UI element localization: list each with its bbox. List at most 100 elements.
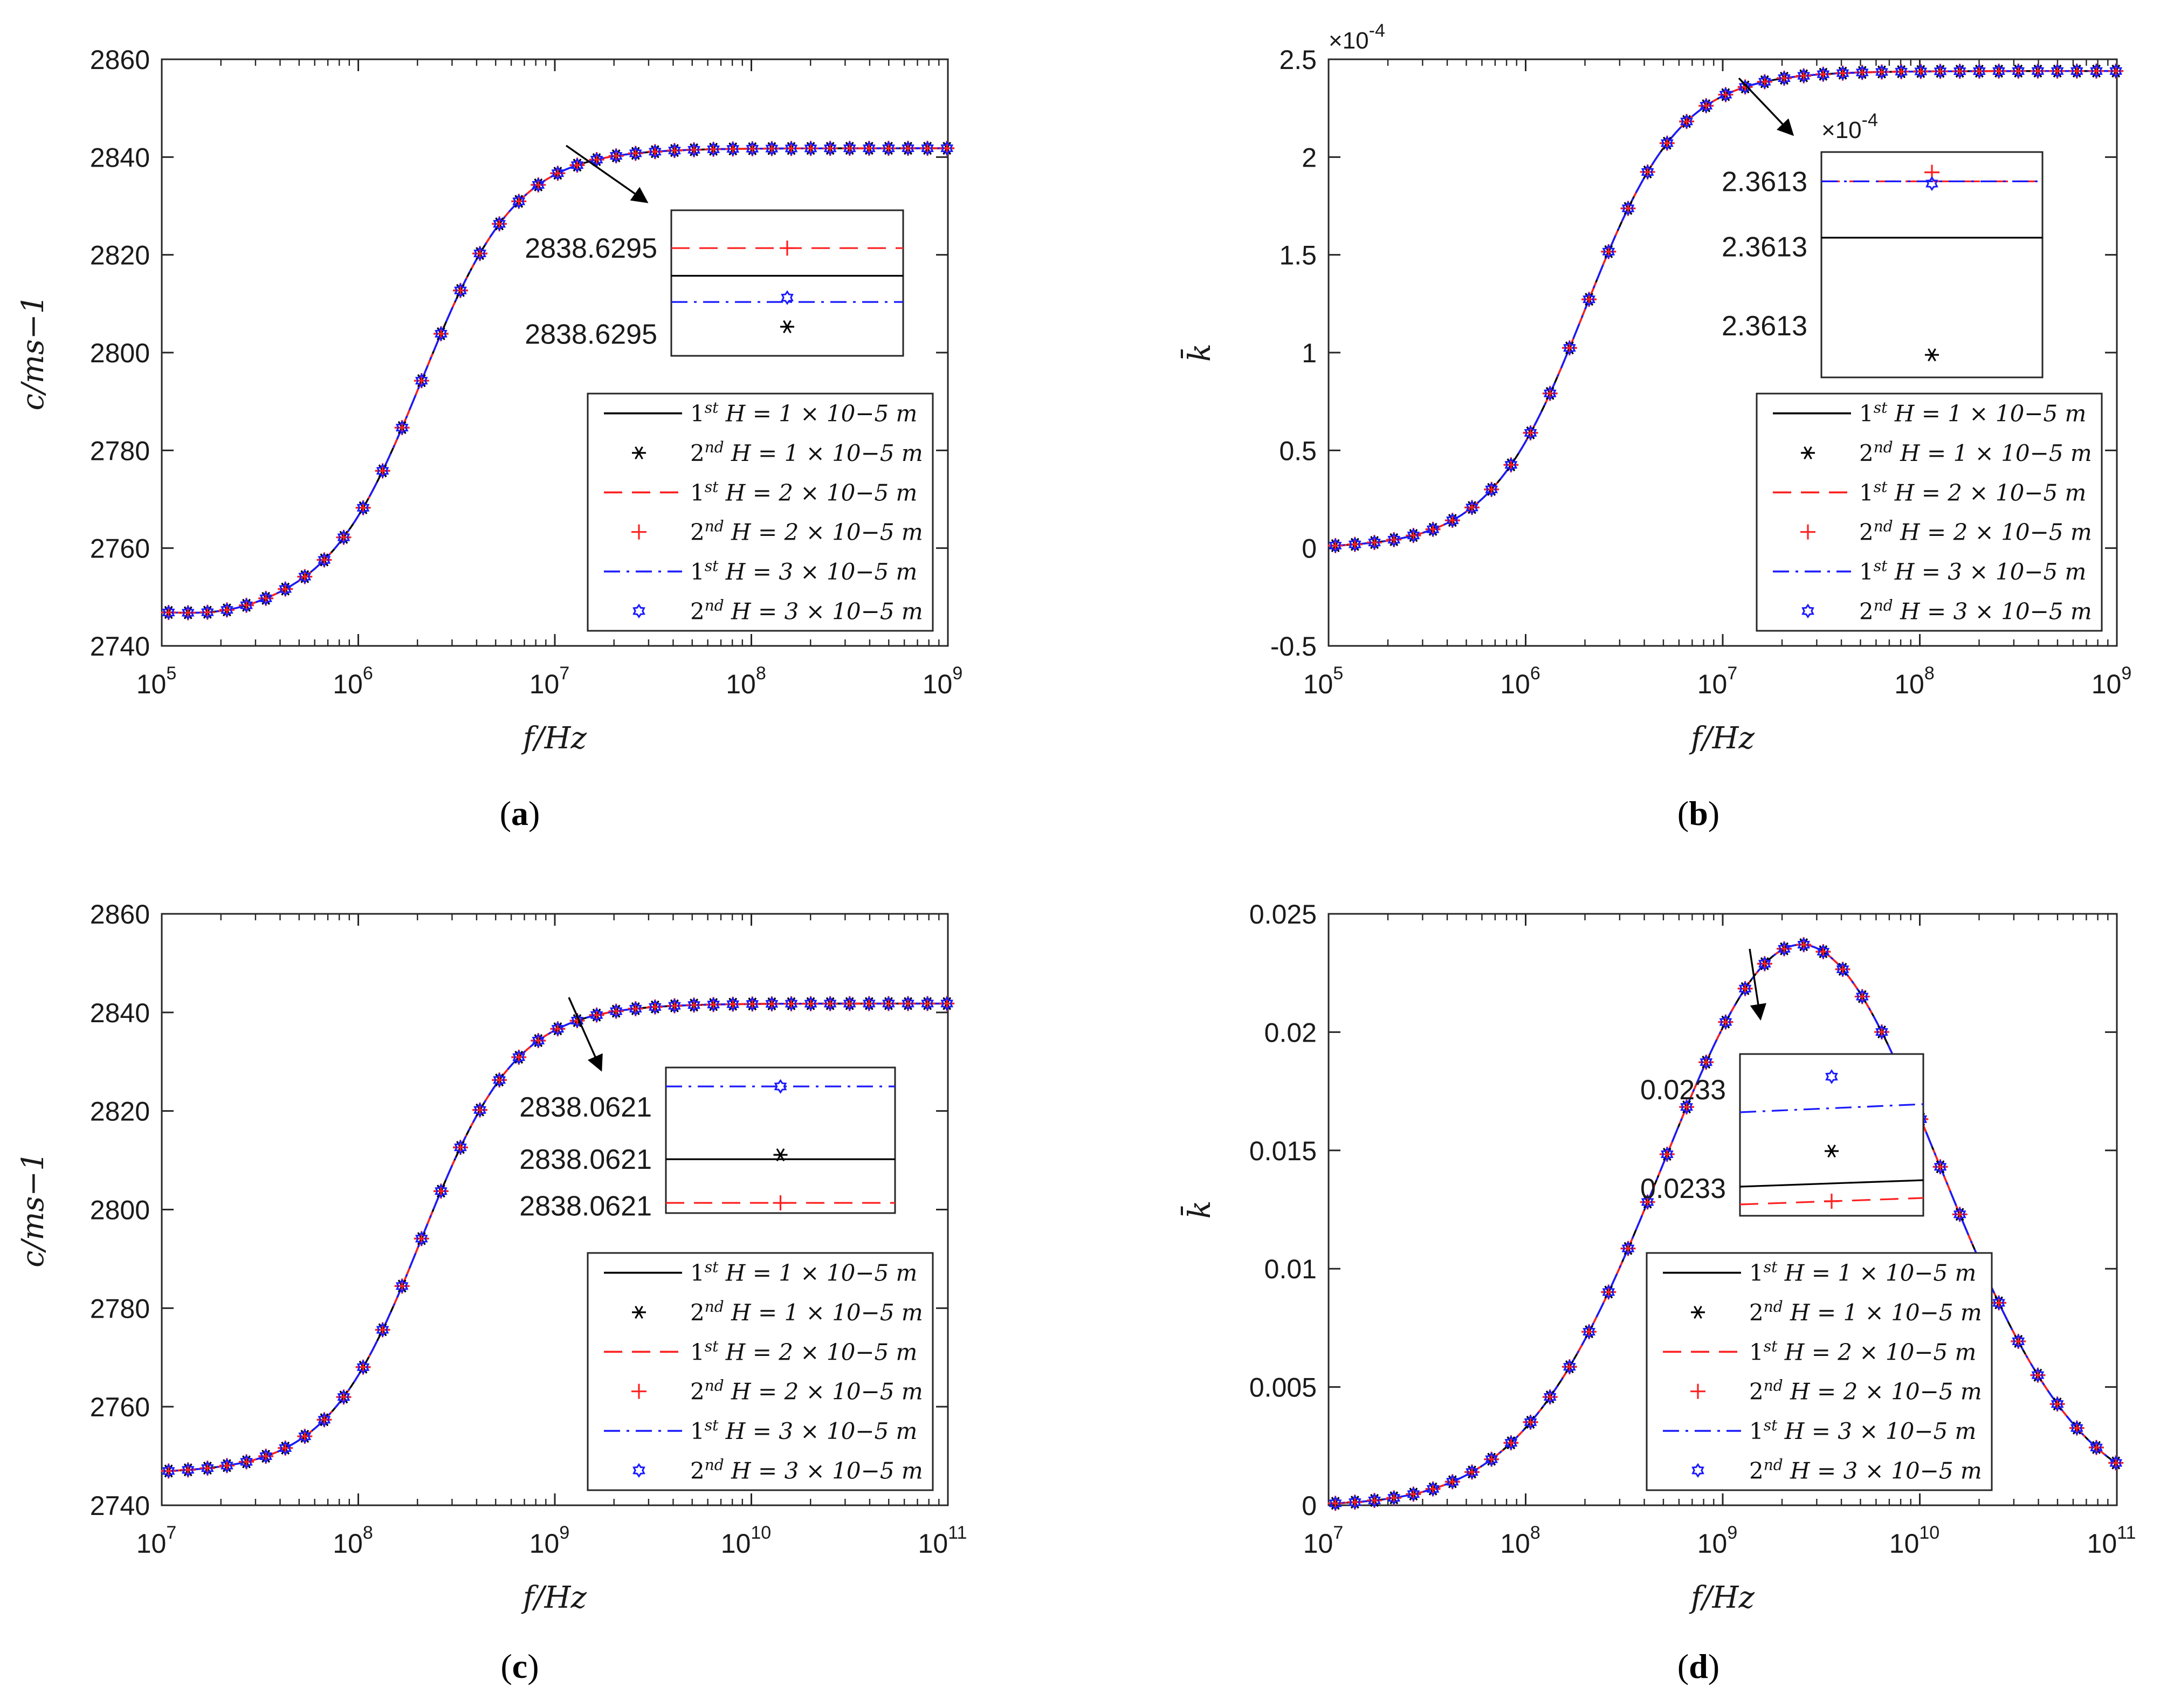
- y-tick-label: 2860: [90, 899, 150, 929]
- legend-ordinal-suffix: nd: [705, 1298, 724, 1316]
- legend-marker-6: [632, 1463, 645, 1478]
- x-tick-exponent: 11: [2117, 1523, 2136, 1543]
- data-point: [240, 1454, 253, 1470]
- legend-ordinal-suffix: nd: [1874, 438, 1893, 456]
- y-tick-label: 0.025: [1249, 899, 1317, 929]
- data-point: [473, 1103, 486, 1118]
- legend-label-1: 1st H = 1 × 10−5 m: [1859, 399, 2086, 427]
- x-tick-exponent: 7: [166, 1523, 176, 1543]
- data-point: [2090, 1440, 2103, 1455]
- data-point: [1524, 425, 1537, 440]
- data-point: [1602, 244, 1615, 259]
- legend-value: H = 2 × 10−5 m: [718, 479, 917, 506]
- legend-ordinal-suffix: st: [705, 1416, 719, 1434]
- data-point: [1680, 114, 1693, 129]
- panel-letter-open: (: [500, 794, 511, 832]
- x-tick-base: 10: [1697, 1528, 1728, 1559]
- y-axis-label: c/ms−1: [16, 295, 51, 411]
- data-point: [1407, 1486, 1420, 1502]
- y-multiplier: ×10-4: [1329, 20, 1385, 54]
- legend-label-5: 1st H = 3 × 10−5 m: [690, 1416, 917, 1444]
- x-tick-label: 106: [1500, 663, 1540, 699]
- data-point: [590, 152, 603, 167]
- series-markers-6: [162, 996, 954, 1479]
- legend-ordinal-suffix: nd: [1764, 1298, 1783, 1316]
- legend-label-5: 1st H = 3 × 10−5 m: [1749, 1416, 1976, 1444]
- legend-ordinal-suffix: st: [705, 478, 719, 495]
- inset-box: [1739, 1053, 1924, 1217]
- data-point: [1855, 65, 1869, 80]
- data-point: [1426, 1481, 1440, 1497]
- x-tick-exponent: 5: [1333, 663, 1343, 684]
- legend-ordinal-suffix: st: [705, 1258, 719, 1276]
- data-point: [590, 1007, 603, 1023]
- legend-label-1: 1st H = 1 × 10−5 m: [690, 399, 917, 427]
- x-tick-label: 1010: [1889, 1523, 1939, 1559]
- legend-value: H = 2 × 10−5 m: [1887, 479, 2086, 506]
- data-point: [804, 141, 817, 156]
- inset-marker-red: [1824, 1194, 1839, 1209]
- x-axis-label: f/Hz: [1689, 1580, 1755, 1615]
- data-point: [843, 141, 856, 156]
- data-point: [2051, 64, 2064, 79]
- data-point: [2012, 64, 2025, 79]
- data-point: [609, 1003, 623, 1019]
- panel-d: 107 108 109 1010 101100.0050.010.0150.020.02…: [1180, 899, 2136, 1685]
- data-point: [1836, 66, 1849, 81]
- data-point: [1972, 64, 1986, 79]
- legend-ordinal-suffix: st: [1874, 557, 1888, 575]
- x-tick-base: 10: [2092, 669, 2122, 699]
- inset-marker-red: [773, 1195, 788, 1211]
- x-tick-label: 1011: [2087, 1523, 2136, 1559]
- legend-marker-2: [635, 446, 643, 460]
- data-point: [882, 996, 895, 1011]
- data-point: [1524, 1415, 1537, 1430]
- y-axis-label: c/ms−1: [16, 1152, 51, 1268]
- data-point: [687, 997, 700, 1013]
- x-tick-base: 10: [1303, 669, 1333, 699]
- legend-ordinal: 1: [690, 559, 705, 585]
- legend-value: H = 1 × 10−5 m: [718, 1260, 917, 1286]
- data-point: [785, 141, 798, 156]
- inset-tick-label: 2838.0621: [519, 1191, 652, 1222]
- x-tick-exponent: 8: [363, 1523, 373, 1543]
- data-point: [902, 996, 914, 1011]
- legend-ordinal: 1: [1749, 1260, 1764, 1286]
- data-point: [337, 529, 350, 545]
- legend-ordinal-suffix: nd: [705, 438, 724, 456]
- legend-ordinal-suffix: nd: [1874, 596, 1893, 614]
- data-point: [279, 581, 292, 597]
- data-point: [1992, 1295, 2005, 1311]
- data-point: [1680, 1099, 1693, 1114]
- x-tick-exponent: 6: [1530, 663, 1540, 684]
- data-point: [843, 996, 856, 1011]
- y-tick-label: 0: [1302, 1491, 1317, 1521]
- legend-label-5: 1st H = 3 × 10−5 m: [1859, 557, 2086, 585]
- data-point: [318, 1412, 331, 1427]
- y-multiplier-base: ×10: [1329, 27, 1369, 54]
- legend-label-2: 2nd H = 1 × 10−5 m: [690, 1298, 923, 1326]
- x-tick-base: 10: [721, 1528, 751, 1559]
- x-tick-base: 10: [136, 669, 167, 699]
- legend-value: H = 3 × 10−5 m: [1783, 1457, 1982, 1484]
- data-point: [707, 997, 720, 1012]
- legend-ordinal: 2: [690, 1379, 705, 1405]
- legend-value: H = 3 × 10−5 m: [718, 1418, 917, 1444]
- inset: 2838.6295 2838.6295: [525, 209, 904, 357]
- data-point: [1583, 292, 1595, 307]
- legend-value: H = 2 × 10−5 m: [1777, 1339, 1976, 1365]
- data-point: [940, 141, 954, 156]
- y-axis-label: k̄: [1180, 1201, 1217, 1219]
- legend-marker-4: [1690, 1383, 1705, 1399]
- inset-box: [1820, 151, 2044, 378]
- y-axis-label: k̄: [1180, 343, 1217, 362]
- y-tick-label: 2860: [90, 45, 150, 75]
- legend-ordinal: 1: [1749, 1418, 1764, 1444]
- data-point: [376, 463, 389, 479]
- legend-marker-6: [1691, 1463, 1704, 1478]
- data-point: [902, 141, 914, 156]
- legend-ordinal-suffix: nd: [705, 596, 724, 614]
- zoom-arrow: [566, 144, 649, 203]
- legend-value: H = 1 × 10−5 m: [1893, 440, 2092, 466]
- x-tick-label: 107: [529, 663, 570, 699]
